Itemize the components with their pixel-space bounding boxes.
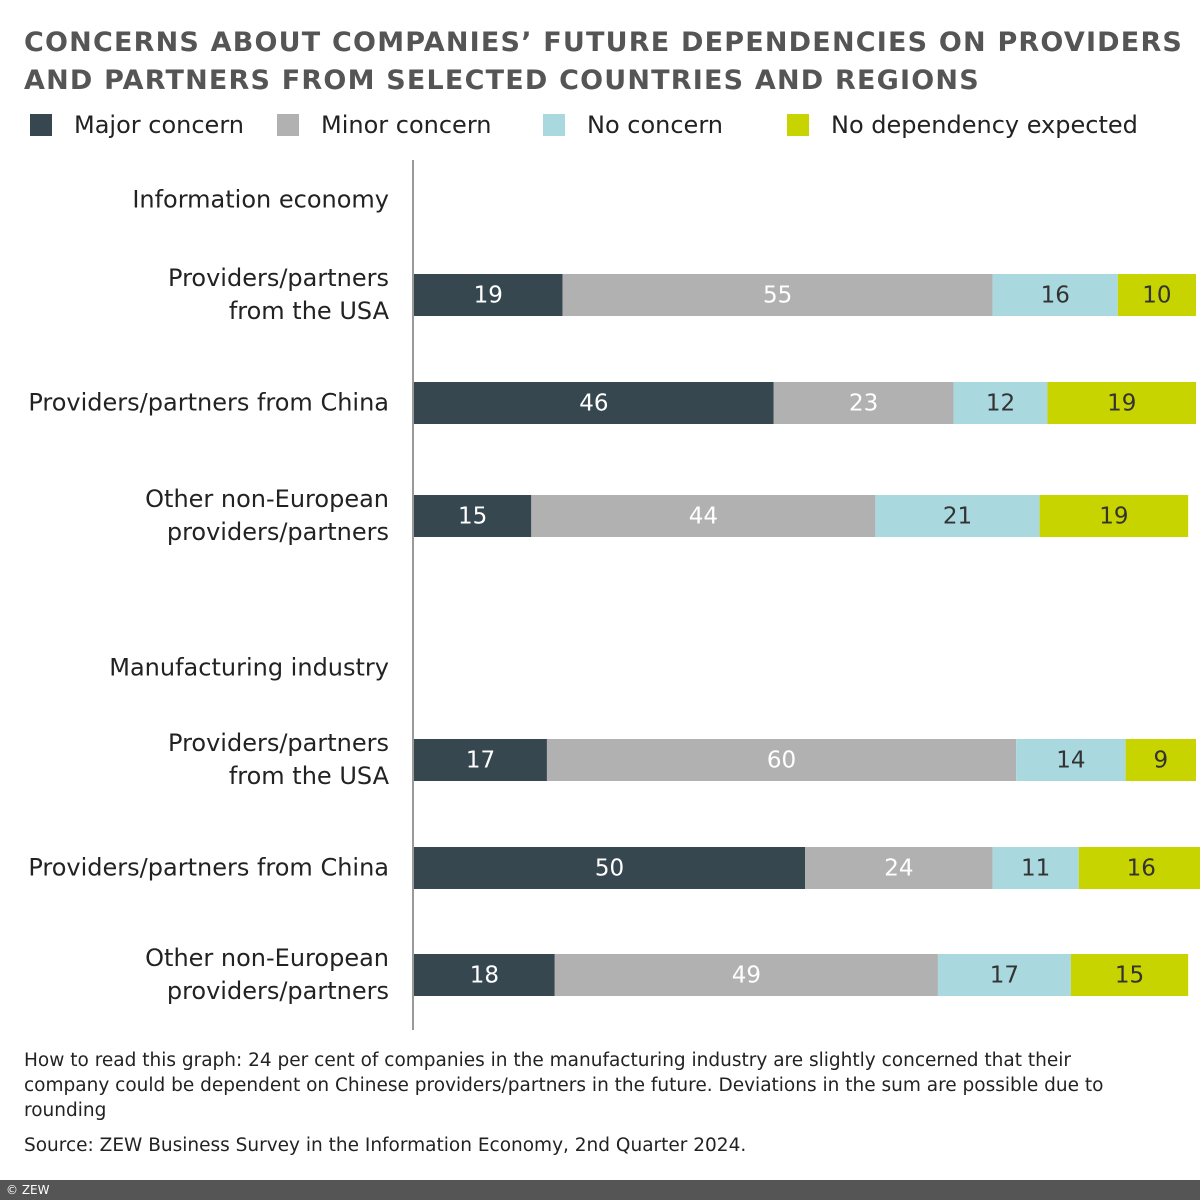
value-label: 24 <box>884 856 913 882</box>
bar-segment <box>554 954 938 996</box>
legend-swatch <box>30 114 52 136</box>
value-label: 50 <box>595 856 624 882</box>
value-label: 12 <box>986 391 1015 417</box>
value-label: 60 <box>767 748 796 774</box>
category-label: Providers/partners from the USA <box>168 729 389 790</box>
legend-swatch <box>277 114 299 136</box>
value-label: 19 <box>1107 391 1136 417</box>
bar-segment <box>1070 954 1189 996</box>
bar-segment <box>414 382 774 424</box>
legend-label: Major concern <box>74 111 244 139</box>
note: How to read this graph: 24 per cent of c… <box>24 1050 1104 1121</box>
value-label: 16 <box>1041 283 1070 309</box>
bar-segment <box>1117 274 1196 316</box>
legend-swatch <box>543 114 565 136</box>
bar-segment <box>1047 382 1196 424</box>
bar-segment <box>773 382 954 424</box>
value-label: 17 <box>990 963 1019 989</box>
value-label: 18 <box>470 963 499 989</box>
legend-swatch <box>787 114 809 136</box>
value-label: 11 <box>1021 856 1050 882</box>
bar-segment <box>1125 739 1196 781</box>
value-label: 14 <box>1056 748 1085 774</box>
bar-segment <box>1016 739 1126 781</box>
category-label: Information economy <box>132 185 389 214</box>
value-label: 9 <box>1153 748 1168 774</box>
bar-segment <box>1078 847 1200 889</box>
value-label: 15 <box>458 504 487 530</box>
legend-label: No concern <box>587 111 723 139</box>
value-label: 16 <box>1127 856 1156 882</box>
bar-segment <box>992 847 1079 889</box>
bar-segment <box>414 954 555 996</box>
category-label: Other non-European providers/partners <box>145 944 389 1005</box>
bar-segment <box>546 739 1017 781</box>
bar-segment <box>875 495 1040 537</box>
value-label: 46 <box>579 391 608 417</box>
value-label: 44 <box>689 504 718 530</box>
chart-title: CONCERNS ABOUT COMPANIES’ FUTURE DEPENDE… <box>24 27 1184 96</box>
value-label: 10 <box>1142 283 1171 309</box>
legend-label: No dependency expected <box>831 111 1138 139</box>
bar-segment <box>414 495 532 537</box>
bar-segment <box>414 847 805 889</box>
value-label: 19 <box>474 283 503 309</box>
category-label: Providers/partners from China <box>28 853 389 882</box>
category-label: Providers/partners from China <box>28 388 389 417</box>
category-label: Manufacturing industry <box>109 653 389 682</box>
bar-segment <box>937 954 1071 996</box>
category-label: Other non-European providers/partners <box>145 485 389 546</box>
category-label: Providers/partners from the USA <box>168 264 389 325</box>
bar-segment <box>562 274 993 316</box>
value-label: 23 <box>849 391 878 417</box>
bar-segment <box>805 847 993 889</box>
bar-segment <box>414 739 547 781</box>
source: Source: ZEW Business Survey in the Infor… <box>24 1135 747 1156</box>
value-label: 19 <box>1099 504 1128 530</box>
bar-segment <box>1039 495 1189 537</box>
value-label: 21 <box>943 504 972 530</box>
value-label: 15 <box>1115 963 1144 989</box>
value-label: 17 <box>466 748 495 774</box>
value-label: 55 <box>763 283 792 309</box>
bar-segment <box>953 382 1048 424</box>
bar-segment <box>992 274 1118 316</box>
legend-label: Minor concern <box>321 111 492 139</box>
bar-segment <box>531 495 876 537</box>
value-label: 49 <box>732 963 761 989</box>
copyright: © ZEW <box>0 1180 1200 1200</box>
bar-segment <box>414 274 563 316</box>
